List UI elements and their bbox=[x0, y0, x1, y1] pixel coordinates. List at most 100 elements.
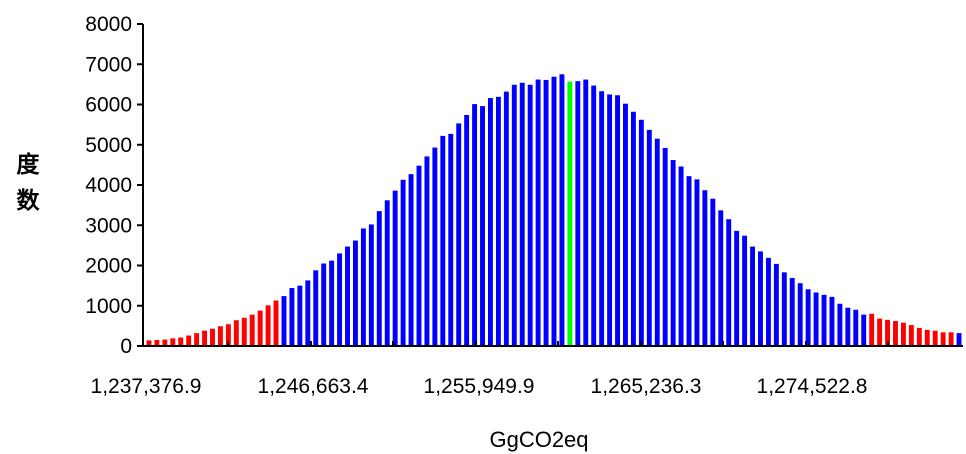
histogram-bar bbox=[321, 263, 326, 346]
histogram-bar bbox=[837, 304, 842, 346]
histogram-bar bbox=[512, 85, 517, 346]
histogram-bar bbox=[353, 241, 358, 346]
histogram-bar bbox=[893, 321, 898, 346]
histogram-bar bbox=[639, 120, 644, 346]
histogram-bar bbox=[742, 236, 747, 346]
x-tick-label: 1,265,236.3 bbox=[591, 375, 702, 398]
histogram-bar bbox=[266, 305, 271, 346]
histogram-bar bbox=[567, 82, 572, 346]
bars-group bbox=[147, 74, 962, 346]
histogram-bar bbox=[258, 311, 263, 346]
histogram-bar bbox=[949, 332, 954, 346]
y-tick-label: 7000 bbox=[85, 53, 132, 76]
histogram-bar bbox=[559, 74, 564, 346]
histogram-bar bbox=[170, 338, 175, 346]
histogram-bar bbox=[520, 83, 525, 346]
histogram-bar bbox=[305, 280, 310, 346]
histogram-bar bbox=[456, 123, 461, 346]
histogram-bar bbox=[726, 219, 731, 346]
histogram-bar bbox=[814, 292, 819, 346]
y-tick-label: 5000 bbox=[85, 134, 132, 157]
histogram-bar bbox=[647, 130, 652, 346]
histogram-bar bbox=[337, 253, 342, 346]
histogram-bar bbox=[377, 211, 382, 346]
histogram-bar bbox=[845, 308, 850, 346]
histogram-bar bbox=[901, 323, 906, 346]
histogram-bar bbox=[774, 264, 779, 346]
histogram-bar bbox=[552, 77, 557, 346]
histogram-bar bbox=[297, 286, 302, 346]
y-tick-label: 3000 bbox=[85, 214, 132, 237]
histogram-bar bbox=[528, 85, 533, 346]
histogram-bar bbox=[710, 199, 715, 346]
histogram-bar bbox=[925, 330, 930, 346]
y-axis-title-char: 数 bbox=[17, 188, 41, 214]
x-tick-label: 1,246,663.4 bbox=[258, 375, 369, 398]
histogram-bar bbox=[274, 301, 279, 346]
histogram-bar bbox=[480, 106, 485, 346]
histogram-bar bbox=[631, 112, 636, 346]
histogram-bar bbox=[440, 136, 445, 346]
histogram-bar bbox=[806, 289, 811, 346]
x-ticks-group: 1,237,376.9 1,246,663.4 1,255,949.9 1,265,2… bbox=[91, 341, 888, 398]
histogram-bar bbox=[798, 283, 803, 346]
histogram-bar bbox=[734, 231, 739, 346]
histogram-bar bbox=[830, 297, 835, 346]
histogram-bar bbox=[401, 180, 406, 346]
histogram-bar bbox=[186, 336, 191, 346]
x-tick-label: 1,255,949.9 bbox=[424, 375, 535, 398]
histogram-bar bbox=[496, 97, 501, 346]
y-tick-label: 1000 bbox=[85, 295, 132, 318]
histogram-bar bbox=[488, 98, 493, 346]
histogram-bar bbox=[210, 329, 215, 346]
y-ticks-group: 0 1000 2000 3000 4000 5000 6000 7000 8000 bbox=[85, 13, 143, 358]
histogram-bar bbox=[782, 272, 787, 346]
histogram-bar bbox=[822, 295, 827, 346]
histogram-bar bbox=[687, 176, 692, 346]
histogram-bar bbox=[313, 270, 318, 346]
histogram-bar bbox=[694, 179, 699, 346]
histogram-bar bbox=[877, 319, 882, 346]
histogram-bar bbox=[393, 191, 398, 346]
histogram-bar bbox=[242, 318, 247, 346]
histogram-bar bbox=[432, 148, 437, 346]
histogram-bar bbox=[472, 104, 477, 346]
y-axis-title: 度数 bbox=[17, 151, 41, 214]
histogram-bar bbox=[234, 320, 239, 346]
histogram-bar bbox=[623, 104, 628, 346]
histogram-bar bbox=[218, 326, 223, 346]
histogram-bar bbox=[663, 148, 668, 346]
histogram-bar bbox=[671, 160, 676, 346]
histogram-bar bbox=[655, 139, 660, 346]
y-tick-label: 8000 bbox=[85, 13, 132, 36]
histogram-bar bbox=[941, 332, 946, 346]
x-axis-title: GgCO2eq bbox=[489, 427, 588, 452]
histogram-bar bbox=[409, 174, 414, 346]
histogram-bar bbox=[282, 296, 287, 346]
histogram-bar bbox=[591, 86, 596, 346]
histogram-bar bbox=[917, 328, 922, 346]
histogram-bar bbox=[933, 331, 938, 346]
y-tick-label: 4000 bbox=[85, 174, 132, 197]
y-tick-label: 0 bbox=[120, 335, 132, 358]
y-axis-title-char: 度 bbox=[17, 151, 41, 178]
histogram-bar bbox=[869, 314, 874, 346]
histogram-bar bbox=[758, 251, 763, 346]
x-tick-label: 1,237,376.9 bbox=[91, 375, 202, 398]
histogram-bar bbox=[385, 200, 390, 346]
histogram-bar bbox=[544, 80, 549, 346]
histogram-bar bbox=[202, 331, 207, 346]
histogram-bar bbox=[607, 94, 612, 346]
histogram-bar bbox=[424, 156, 429, 346]
y-tick-label: 6000 bbox=[85, 94, 132, 117]
histogram-bar bbox=[504, 92, 509, 346]
histogram-bar bbox=[345, 247, 350, 346]
x-tick-label: 1,274,522.8 bbox=[757, 375, 868, 398]
histogram-bar bbox=[583, 80, 588, 346]
histogram-bar bbox=[250, 315, 255, 346]
histogram-bar bbox=[178, 338, 183, 346]
histogram-bar bbox=[536, 80, 541, 346]
histogram-bar bbox=[289, 288, 294, 346]
histogram-bar bbox=[718, 210, 723, 346]
